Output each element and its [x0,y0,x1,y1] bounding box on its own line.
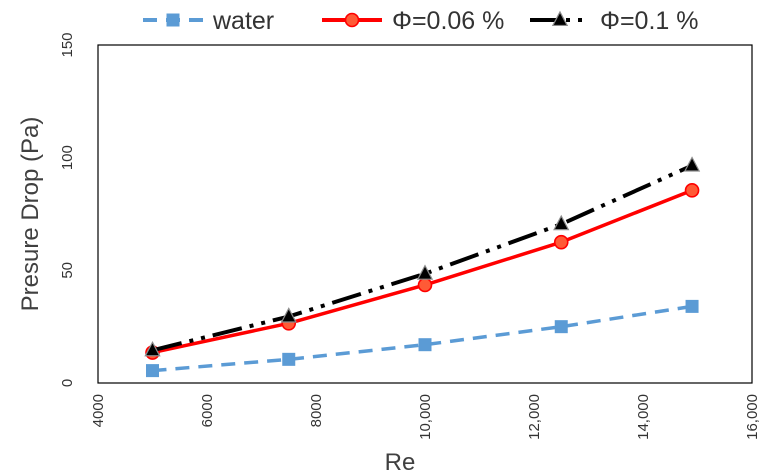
y-tick-label: 150 [59,32,76,57]
y-tick-label: 50 [59,262,76,279]
data-point-triangle [683,156,701,172]
data-point-circle [684,183,700,198]
series-2 [144,156,701,357]
data-point-square [685,299,699,313]
data-point-triangle [280,307,297,323]
series-layer [144,156,701,378]
axes: 0 50 100 150 4000 6000 8000 10,000 12,000 14,000 1… [59,32,761,439]
plot-area-frame [97,44,753,384]
y-axis-title: Presure Drop (Pa) [17,117,44,312]
data-point-triangle [144,340,161,357]
x-tick-label: 10,000 [417,394,434,440]
data-point-square [554,320,568,334]
legend: water Φ=0.06 % Φ=0.1 % [143,7,698,35]
data-point-circle [417,277,433,293]
legend-item: water [143,7,274,35]
y-tick-label: 0 [59,379,76,387]
legend-label: Φ=0.06 % [392,7,504,35]
x-axis-title: Re [385,449,416,476]
legend-label: water [212,7,274,35]
legend-item: Φ=0.06 % [322,7,504,35]
data-point-triangle [551,10,569,27]
data-point-square [146,364,159,378]
data-point-circle [553,234,569,250]
x-tick-label: 16,000 [744,394,761,440]
x-tick-label: 4000 [90,394,107,427]
data-point-square [282,352,296,366]
data-point-circle [344,12,360,28]
y-tick-label: 100 [59,145,76,170]
x-tick-label: 8000 [308,394,325,427]
x-tick-label: 6000 [199,394,216,427]
data-point-square [166,13,180,27]
legend-label: Φ=0.1 % [600,7,698,35]
x-tick-label: 14,000 [635,394,652,440]
series-line [152,163,693,353]
data-point-square [418,338,432,352]
series-0 [146,299,699,378]
data-point-triangle [416,264,434,280]
x-tick-label: 12,000 [526,394,543,440]
legend-item: Φ=0.1 % [530,7,698,35]
data-point-triangle [553,214,570,231]
